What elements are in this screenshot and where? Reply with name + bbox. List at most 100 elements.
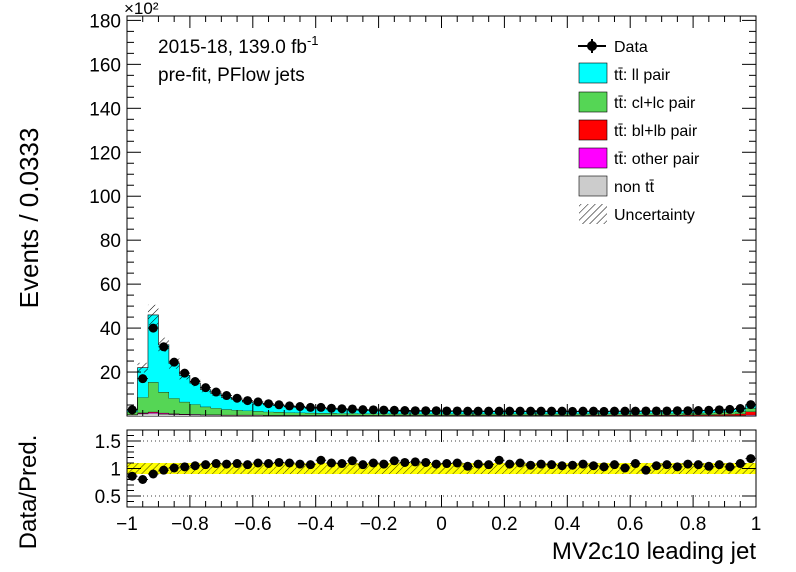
legend-item-cl-lc-pair: tt̄: cl+lc pair	[578, 91, 696, 113]
data-point	[735, 404, 745, 414]
data-point	[620, 406, 630, 416]
histogram-tt-ll-pair	[127, 314, 756, 414]
ratio-y-tick-label: 1.5	[95, 432, 121, 453]
data-point	[431, 406, 441, 416]
legend-label-uncertainty: Uncertainty	[614, 207, 695, 224]
ratio-point	[672, 462, 682, 472]
data-point	[693, 406, 703, 416]
data-point	[725, 404, 735, 414]
ratio-y-axis-ticks: 0.5 1 1.5	[95, 432, 756, 508]
data-point	[284, 401, 294, 411]
ratio-point	[264, 459, 274, 469]
ratio-band-bin	[252, 463, 264, 474]
ratio-point	[421, 457, 431, 467]
data-point	[358, 405, 368, 415]
x-tick-label: −0.6	[234, 514, 272, 535]
data-point	[326, 403, 336, 413]
ratio-point	[568, 460, 578, 470]
ratio-point	[599, 462, 609, 472]
ratio-point	[138, 475, 148, 484]
ratio-band-bin	[147, 463, 159, 474]
ratio-band-bin	[263, 463, 274, 474]
ratio-band-bin	[441, 463, 452, 474]
ratio-band-bin	[420, 463, 432, 474]
data-point	[305, 402, 315, 412]
ratio-band-bin	[273, 463, 285, 474]
ratio-point	[536, 459, 546, 469]
ratio-point	[589, 461, 599, 471]
ratio-band-bin	[231, 463, 243, 474]
ratio-band-bin	[514, 463, 526, 474]
x-tick-label: 0.8	[680, 514, 706, 535]
data-point	[526, 406, 536, 416]
data-point	[159, 342, 169, 352]
ratio-point	[620, 463, 630, 473]
ratio-point	[358, 460, 368, 470]
x-tick-label: −1	[116, 514, 138, 535]
data-point	[337, 404, 347, 414]
ratio-point	[505, 459, 515, 469]
ratio-band-bin	[210, 463, 222, 474]
ratio-x-axis-ticks: −1 −0.8 −0.6 −0.4 −0.2 0 0.2 0.4 0.6 0.8 1	[116, 430, 761, 535]
ratio-point	[274, 457, 284, 467]
ratio-band-bin	[368, 463, 379, 474]
ratio-point	[609, 460, 619, 470]
ratio-point	[190, 461, 200, 471]
ratio-band-bin	[630, 463, 641, 474]
x-axis-title: MV2c10 leading jet	[552, 538, 756, 565]
data-point	[211, 387, 221, 397]
data-point	[714, 405, 724, 415]
ratio-point	[295, 459, 305, 469]
data-point	[368, 405, 378, 415]
legend-item-ll-pair: tt̄: ll pair	[578, 62, 671, 84]
ratio-point	[746, 454, 756, 464]
ratio-point	[316, 455, 326, 465]
x-tick-label: 0.2	[491, 514, 517, 535]
data-point	[148, 323, 158, 333]
ratio-point	[735, 459, 745, 469]
ratio-point	[484, 460, 494, 470]
ratio-band-bin	[315, 463, 327, 474]
data-point	[138, 374, 148, 384]
data-point	[169, 357, 179, 367]
y-axis-title: Events / 0.0333	[14, 128, 44, 309]
uncertainty-bin	[137, 362, 148, 373]
ratio-point	[431, 459, 441, 469]
ratio-point	[641, 465, 651, 475]
data-points	[127, 323, 756, 416]
ratio-point	[704, 461, 714, 471]
legend-item-uncertainty: Uncertainty	[579, 204, 695, 224]
ratio-point	[557, 461, 567, 471]
annotation-luminosity: 2015-18, 139.0 fb-1	[158, 33, 319, 58]
data-point	[651, 406, 661, 416]
ratio-point	[662, 460, 672, 470]
ratio-point	[578, 459, 588, 469]
y-tick-label: 120	[89, 143, 121, 164]
ratio-point	[253, 458, 263, 468]
data-point	[410, 406, 420, 416]
ratio-point	[526, 460, 536, 470]
legend-item-non-tt: non tt̄	[578, 175, 655, 197]
ratio-point	[337, 459, 347, 469]
y-tick-label: 20	[100, 363, 121, 384]
ratio-band-bin	[389, 463, 400, 474]
ratio-point	[284, 458, 294, 468]
ratio-band-bin	[410, 463, 421, 474]
data-point	[589, 406, 599, 416]
legend-label-data: Data	[614, 39, 648, 56]
ratio-point	[630, 459, 640, 469]
x-tick-label: 1	[751, 514, 762, 535]
legend-hatch-swatch	[579, 204, 607, 224]
legend-item-bl-lb-pair: tt̄: bl+lb pair	[578, 119, 698, 141]
data-point	[473, 406, 483, 416]
ratio-point	[159, 465, 169, 475]
data-point	[442, 406, 452, 416]
ratio-y-tick-label: 1	[110, 460, 121, 481]
ratio-point	[347, 456, 357, 466]
ratio-point	[452, 458, 462, 468]
data-point	[232, 393, 242, 403]
y-tick-label: 80	[100, 231, 121, 252]
ratio-point	[148, 469, 158, 479]
data-point	[127, 405, 137, 415]
